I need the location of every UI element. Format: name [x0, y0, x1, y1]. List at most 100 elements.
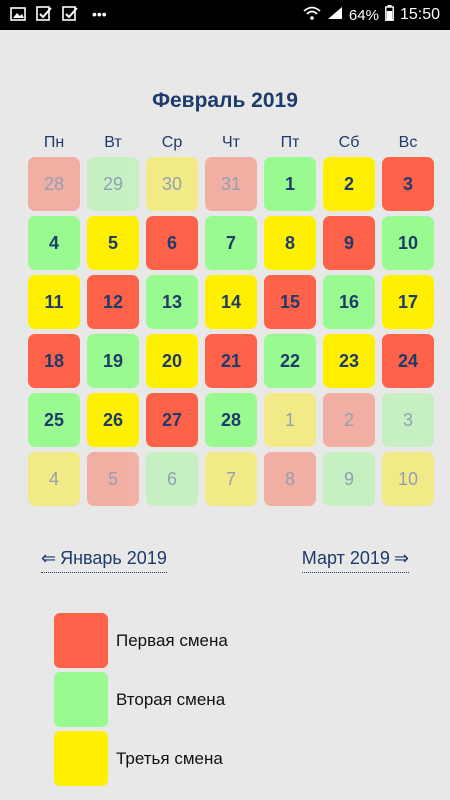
day-number: 18 [43, 350, 65, 371]
second-shift-swatch [54, 672, 108, 727]
calendar-day[interactable]: 18 [28, 334, 80, 388]
day-number: 23 [338, 350, 360, 371]
day-number: 3 [402, 409, 413, 430]
calendar-day[interactable]: 25 [28, 393, 80, 447]
day-number: 4 [48, 468, 59, 489]
day-number: 2 [343, 409, 354, 430]
calendar-day[interactable]: 20 [146, 334, 198, 388]
calendar-day-outside-month[interactable]: 30 [146, 157, 198, 211]
day-number: 15 [279, 291, 301, 312]
first-shift-label: Первая смена [116, 631, 228, 650]
weekday-header: Пн Вт Ср Чт Пт Сб Вс [28, 134, 422, 156]
legend-third-shift: Третья смена [54, 731, 394, 786]
calendar-day[interactable]: 24 [382, 334, 434, 388]
day-number: 27 [161, 409, 183, 430]
calendar-day[interactable]: 11 [28, 275, 80, 329]
calendar-day-outside-month[interactable]: 10 [382, 452, 434, 506]
third-shift-label: Третья смена [116, 749, 223, 768]
calendar-day[interactable]: 13 [146, 275, 198, 329]
weekday-label: Вт [104, 134, 122, 151]
day-number: 16 [338, 291, 360, 312]
day-number: 31 [220, 173, 242, 194]
calendar-day[interactable]: 9 [323, 216, 375, 270]
calendar-day[interactable]: 2 [323, 157, 375, 211]
calendar-day[interactable]: 4 [28, 216, 80, 270]
calendar-day[interactable]: 19 [87, 334, 139, 388]
signal-icon [327, 6, 343, 24]
calendar-day-outside-month[interactable]: 2 [323, 393, 375, 447]
day-number: 10 [397, 468, 419, 489]
checklist-notification-icon-2 [62, 6, 78, 22]
calendar-day[interactable]: 27 [146, 393, 198, 447]
day-number: 12 [102, 291, 124, 312]
right-arrow-icon: ⇒ [393, 548, 409, 568]
calendar-day[interactable]: 26 [87, 393, 139, 447]
day-number: 1 [284, 409, 295, 430]
day-number: 20 [161, 350, 183, 371]
battery-percent: 64% [348, 6, 379, 24]
calendar-day-outside-month[interactable]: 28 [28, 157, 80, 211]
prev-month-label: Январь 2019 [60, 548, 167, 568]
day-number: 22 [279, 350, 301, 371]
calendar-day[interactable]: 14 [205, 275, 257, 329]
day-number: 26 [102, 409, 124, 430]
day-number: 6 [166, 468, 177, 489]
calendar-day[interactable]: 5 [87, 216, 139, 270]
day-number: 28 [43, 173, 65, 194]
day-number: 7 [225, 468, 236, 489]
calendar-day[interactable]: 7 [205, 216, 257, 270]
calendar-day-outside-month[interactable]: 5 [87, 452, 139, 506]
calendar-day-outside-month[interactable]: 7 [205, 452, 257, 506]
day-number: 1 [284, 173, 295, 194]
calendar-day-outside-month[interactable]: 1 [264, 393, 316, 447]
calendar-day-outside-month[interactable]: 29 [87, 157, 139, 211]
weekday-label: Вс [398, 134, 418, 151]
calendar-day-outside-month[interactable]: 9 [323, 452, 375, 506]
day-number: 8 [284, 232, 295, 253]
wifi-icon [303, 6, 321, 24]
calendar-day[interactable]: 16 [323, 275, 375, 329]
next-month-label: Март 2019 [301, 548, 390, 568]
left-arrow-icon: ⇐ [41, 548, 57, 568]
system-status: 64% 15:50 [303, 5, 440, 25]
calendar-day[interactable]: 22 [264, 334, 316, 388]
calendar-day-outside-month[interactable]: 8 [264, 452, 316, 506]
calendar-day-outside-month[interactable]: 4 [28, 452, 80, 506]
calendar-grid: 28 29 30 31 1 2 3 4 5 6 7 8 9 10 11 12 13 14 15 16 17 18 19 20 2… [28, 157, 434, 509]
image-notification-icon [10, 6, 26, 22]
weekday-label: Ср [161, 134, 183, 151]
day-number: 5 [107, 232, 118, 253]
calendar-day[interactable]: 23 [323, 334, 375, 388]
calendar-day[interactable]: 17 [382, 275, 434, 329]
weekday-label: Пн [43, 134, 65, 151]
month-title: Февраль 2019 [152, 89, 298, 112]
notification-icons: ••• [10, 6, 107, 22]
calendar-day[interactable]: 12 [87, 275, 139, 329]
weekday-label: Сб [338, 134, 360, 151]
calendar-day[interactable]: 6 [146, 216, 198, 270]
calendar-day[interactable]: 21 [205, 334, 257, 388]
calendar-day[interactable]: 1 [264, 157, 316, 211]
calendar-day-outside-month[interactable]: 6 [146, 452, 198, 506]
next-month-link[interactable]: Март 2019 ⇒ [301, 548, 409, 573]
calendar-day[interactable]: 28 [205, 393, 257, 447]
day-number: 10 [397, 232, 419, 253]
day-number: 2 [343, 173, 354, 194]
day-number: 14 [220, 291, 242, 312]
clock: 15:50 [399, 6, 440, 23]
first-shift-swatch [54, 613, 108, 668]
calendar-day-outside-month[interactable]: 3 [382, 393, 434, 447]
day-number: 6 [166, 232, 177, 253]
calendar-day[interactable]: 15 [264, 275, 316, 329]
day-number: 19 [102, 350, 124, 371]
calendar-day-outside-month[interactable]: 31 [205, 157, 257, 211]
status-bar: ••• 64% 15:50 [0, 0, 450, 30]
day-number: 21 [220, 350, 242, 371]
calendar-day[interactable]: 3 [382, 157, 434, 211]
day-number: 4 [48, 232, 59, 253]
calendar-day[interactable]: 10 [382, 216, 434, 270]
calendar-day[interactable]: 8 [264, 216, 316, 270]
prev-month-link[interactable]: ⇐ Январь 2019 [41, 548, 167, 573]
day-number: 9 [343, 468, 354, 489]
day-number: 17 [397, 291, 419, 312]
